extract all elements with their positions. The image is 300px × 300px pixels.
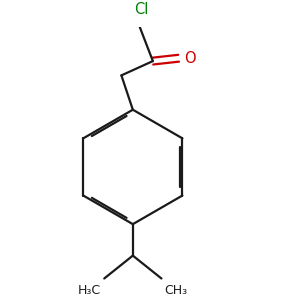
Text: Cl: Cl: [134, 2, 148, 17]
Text: CH₃: CH₃: [164, 284, 188, 297]
Text: H₃C: H₃C: [78, 284, 101, 297]
Text: O: O: [184, 51, 195, 66]
